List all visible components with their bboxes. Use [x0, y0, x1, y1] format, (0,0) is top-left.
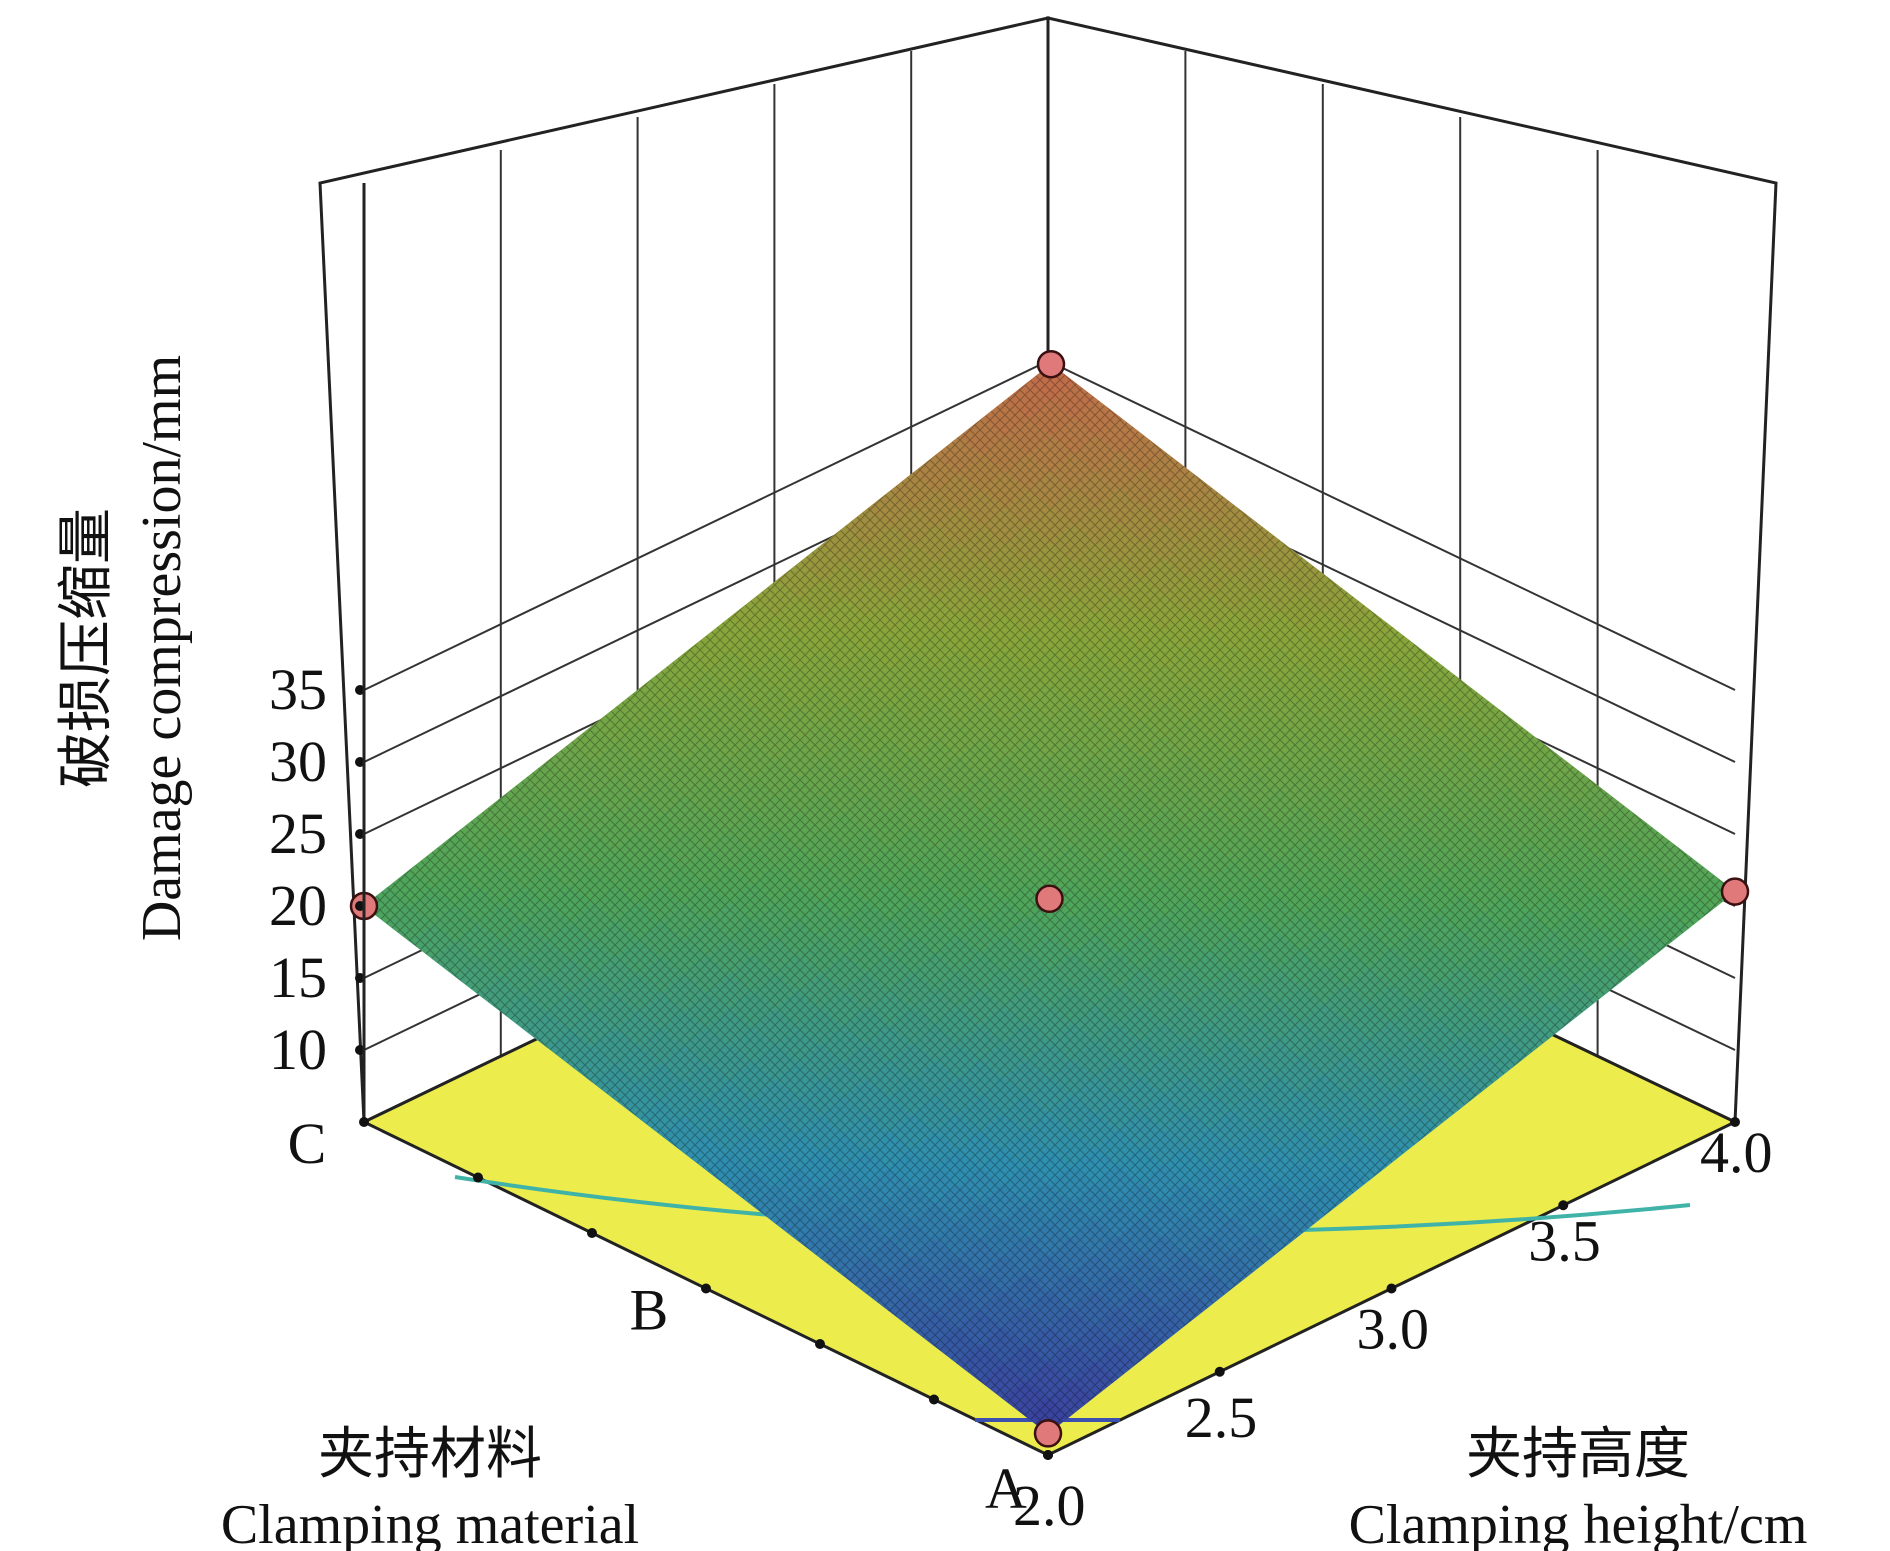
z-tick-label: 30 — [269, 729, 327, 794]
x-minor-tick — [587, 1228, 597, 1238]
z-tick-label: 35 — [269, 657, 327, 722]
y-tick-mark — [1386, 1283, 1397, 1294]
y-tick-mark — [1214, 1366, 1225, 1377]
z-axis-title-cn: 破损压缩量 — [56, 508, 118, 788]
x-minor-tick — [473, 1172, 483, 1183]
design-point — [1720, 877, 1750, 906]
x-axis-title-cn: 夹持材料 — [318, 1424, 542, 1486]
x-tick-label: B — [630, 1278, 669, 1343]
x-tick-label: C — [288, 1111, 327, 1176]
y-axis-title-en: Clamping height/cm — [1349, 1494, 1808, 1551]
z-tick-label: 10 — [269, 1017, 327, 1082]
y-tick-label: 4.0 — [1700, 1120, 1773, 1185]
z-tick-label: 15 — [269, 945, 327, 1010]
design-point — [1036, 349, 1066, 379]
design-point — [1035, 884, 1064, 914]
y-tick-label: 2.5 — [1185, 1385, 1258, 1450]
y-tick-mark — [1558, 1200, 1569, 1211]
z-axis-title-en: Damage compression/mm — [131, 355, 193, 941]
y-tick-mark — [1043, 1450, 1053, 1460]
y-tick-label: 3.0 — [1357, 1297, 1430, 1362]
x-axis-title-en: Clamping material — [221, 1494, 639, 1551]
x-tick-mark — [359, 1117, 369, 1127]
x-tick-mark — [701, 1283, 711, 1294]
x-tick-label: A — [985, 1456, 1027, 1521]
z-tick-label: 25 — [269, 801, 327, 866]
design-point — [1033, 1419, 1063, 1448]
y-tick-mark — [1730, 1117, 1740, 1127]
y-tick-label: 2.0 — [1013, 1473, 1086, 1538]
x-minor-tick — [929, 1394, 939, 1405]
y-tick-label: 3.5 — [1528, 1208, 1601, 1273]
y-axis-title-cn: 夹持高度 — [1466, 1424, 1690, 1486]
z-tick-label: 20 — [269, 873, 327, 938]
x-minor-tick — [815, 1339, 825, 1349]
